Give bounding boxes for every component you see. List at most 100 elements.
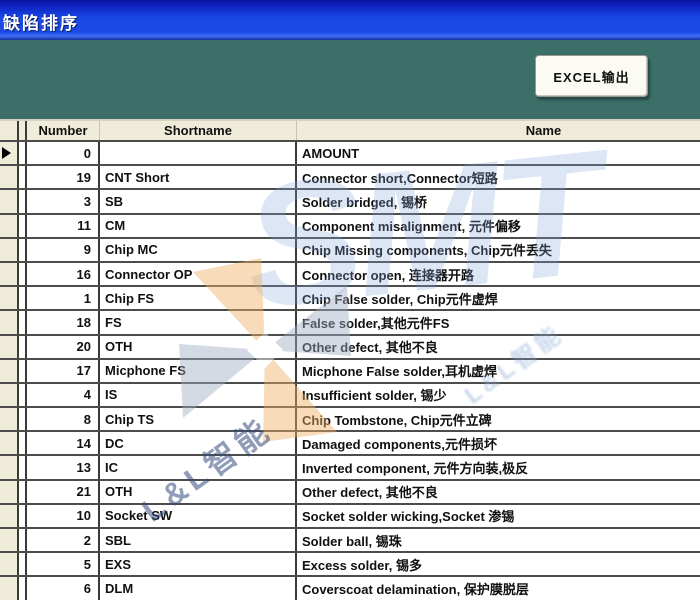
row-selector-gutter[interactable] xyxy=(0,359,27,382)
cell-shortname[interactable]: DLM xyxy=(100,577,297,600)
cell-name[interactable]: Other defect, 其他不良 xyxy=(302,340,438,356)
row-selector-gutter[interactable] xyxy=(0,335,27,358)
cell-shortname[interactable]: OTH xyxy=(100,480,297,503)
cell-number[interactable]: 19 xyxy=(27,166,100,189)
column-header-number[interactable]: Number xyxy=(27,121,100,140)
cell-name[interactable]: Damaged components,元件损坏 xyxy=(302,436,498,452)
cell-shortname[interactable]: CNT Short xyxy=(100,166,297,189)
cell-number[interactable]: 20 xyxy=(27,335,100,358)
cell-shortname[interactable]: IS xyxy=(100,383,297,407)
cell-number[interactable]: 18 xyxy=(27,311,100,334)
table-row[interactable]: 8 Chip TS Chip Tombstone, Chip元件立碑 xyxy=(0,408,700,433)
cell-name[interactable]: AMOUNT xyxy=(302,145,360,161)
table-row[interactable]: 4 IS Insufficient solder, 锡少 xyxy=(0,383,700,409)
cell-name[interactable]: Inverted component, 元件方向装,极反 xyxy=(302,461,529,477)
cell-shortname[interactable]: Chip FS xyxy=(100,287,297,310)
table-header-row: Number Shortname Name xyxy=(0,119,700,142)
table-row[interactable]: 6 DLM Coverscoat delamination, 保护膜脱层 xyxy=(0,577,700,600)
row-selector-gutter[interactable] xyxy=(0,238,27,261)
cell-number[interactable]: 1 xyxy=(27,287,100,310)
cell-number[interactable]: 4 xyxy=(27,383,100,407)
table-row[interactable]: 16 Connector OP Connector open, 连接器开路 xyxy=(0,262,700,288)
table-row[interactable]: 11 CM Component misalignment, 元件偏移 xyxy=(0,214,700,239)
cell-shortname[interactable]: DC xyxy=(100,432,297,455)
cell-number[interactable]: 8 xyxy=(27,408,100,431)
cell-number[interactable]: 5 xyxy=(27,553,100,576)
cell-shortname[interactable]: Micphone FS xyxy=(100,359,297,382)
cell-shortname[interactable] xyxy=(100,142,297,165)
cell-shortname[interactable]: Connector OP xyxy=(100,262,297,286)
cell-shortname[interactable]: SB xyxy=(100,190,297,213)
cell-name[interactable]: Solder ball, 锡珠 xyxy=(302,533,402,549)
row-selector-gutter[interactable] xyxy=(0,553,27,576)
row-selector-gutter[interactable] xyxy=(0,166,27,189)
table-row[interactable]: 5 EXS Excess solder, 锡多 xyxy=(0,553,700,578)
table-row[interactable]: 19 CNT Short Connector short,Connector短路 xyxy=(0,166,700,191)
cell-name[interactable]: Other defect, 其他不良 xyxy=(302,485,438,501)
cell-number[interactable]: 14 xyxy=(27,432,100,455)
row-selector-gutter[interactable] xyxy=(0,480,27,503)
row-selector-gutter[interactable] xyxy=(0,262,27,286)
cell-shortname[interactable]: OTH xyxy=(100,335,297,358)
cell-name[interactable]: Solder bridged, 锡桥 xyxy=(302,194,427,210)
cell-name[interactable]: False solder,其他元件FS xyxy=(302,315,450,331)
cell-name[interactable]: Connector short,Connector短路 xyxy=(302,170,498,186)
table-row[interactable]: 0 AMOUNT xyxy=(0,142,700,167)
excel-export-button[interactable]: EXCEL输出 xyxy=(535,55,648,97)
cell-number[interactable]: 3 xyxy=(27,190,100,213)
table-row[interactable]: 9 Chip MC Chip Missing components, Chip元件丢… xyxy=(0,238,700,263)
cell-number[interactable]: 6 xyxy=(27,577,100,600)
row-selector-gutter[interactable] xyxy=(0,383,27,407)
cell-shortname[interactable]: Chip MC xyxy=(100,238,297,261)
row-selector-gutter[interactable] xyxy=(0,432,27,455)
cell-shortname[interactable]: SBL xyxy=(100,529,297,552)
cell-name[interactable]: Micphone False solder,耳机虚焊 xyxy=(302,364,498,380)
cell-shortname[interactable]: IC xyxy=(100,456,297,479)
cell-shortname[interactable]: CM xyxy=(100,214,297,237)
column-header-shortname[interactable]: Shortname xyxy=(100,121,297,140)
table-row[interactable]: 14 DC Damaged components,元件损坏 xyxy=(0,432,700,457)
cell-number[interactable]: 16 xyxy=(27,262,100,286)
row-selector-gutter[interactable] xyxy=(0,408,27,431)
row-selector-gutter[interactable] xyxy=(0,190,27,213)
cell-shortname[interactable]: Chip TS xyxy=(100,408,297,431)
table-row[interactable]: 18 FS False solder,其他元件FS xyxy=(0,311,700,336)
cell-name[interactable]: Coverscoat delamination, 保护膜脱层 xyxy=(302,581,529,597)
row-selector-gutter[interactable] xyxy=(0,142,27,165)
cell-name[interactable]: Chip Tombstone, Chip元件立碑 xyxy=(302,412,492,428)
cell-name[interactable]: Component misalignment, 元件偏移 xyxy=(302,219,521,235)
table-row[interactable]: 20 OTH Other defect, 其他不良 xyxy=(0,335,700,360)
cell-number[interactable]: 17 xyxy=(27,359,100,382)
cell-number[interactable]: 9 xyxy=(27,238,100,261)
cell-number[interactable]: 11 xyxy=(27,214,100,237)
cell-name[interactable]: Excess solder, 锡多 xyxy=(302,557,422,573)
cell-name[interactable]: Connector open, 连接器开路 xyxy=(302,267,474,283)
cell-number[interactable]: 2 xyxy=(27,529,100,552)
cell-shortname[interactable]: Socket SW xyxy=(100,504,297,527)
cell-name[interactable]: Chip Missing components, Chip元件丢失 xyxy=(302,243,552,259)
table-row[interactable]: 21 OTH Other defect, 其他不良 xyxy=(0,480,700,505)
row-selector-gutter[interactable] xyxy=(0,214,27,237)
cell-number[interactable]: 0 xyxy=(27,142,100,165)
table-row[interactable]: 17 Micphone FS Micphone False solder,耳机虚焊 xyxy=(0,359,700,384)
cell-name[interactable]: Insufficient solder, 锡少 xyxy=(302,388,447,404)
cell-shortname[interactable]: EXS xyxy=(100,553,297,576)
row-selector-gutter[interactable] xyxy=(0,504,27,527)
table-row[interactable]: 10 Socket SW Socket solder wicking,Socket … xyxy=(0,504,700,529)
cell-name[interactable]: Socket solder wicking,Socket 渗锡 xyxy=(302,509,515,525)
cell-number[interactable]: 13 xyxy=(27,456,100,479)
cell-number[interactable]: 10 xyxy=(27,504,100,527)
row-selector-gutter[interactable] xyxy=(0,577,27,600)
row-selector-gutter[interactable] xyxy=(0,287,27,310)
cell-number[interactable]: 21 xyxy=(27,480,100,503)
table-row[interactable]: 1 Chip FS Chip False solder, Chip元件虚焊 xyxy=(0,287,700,312)
row-selector-gutter[interactable] xyxy=(0,456,27,479)
row-selector-gutter[interactable] xyxy=(0,529,27,552)
table-row[interactable]: 13 IC Inverted component, 元件方向装,极反 xyxy=(0,456,700,481)
row-selector-gutter[interactable] xyxy=(0,311,27,334)
table-row[interactable]: 3 SB Solder bridged, 锡桥 xyxy=(0,190,700,215)
cell-name[interactable]: Chip False solder, Chip元件虚焊 xyxy=(302,291,498,307)
cell-shortname[interactable]: FS xyxy=(100,311,297,334)
table-row[interactable]: 2 SBL Solder ball, 锡珠 xyxy=(0,529,700,554)
column-header-name[interactable]: Name xyxy=(525,123,562,138)
